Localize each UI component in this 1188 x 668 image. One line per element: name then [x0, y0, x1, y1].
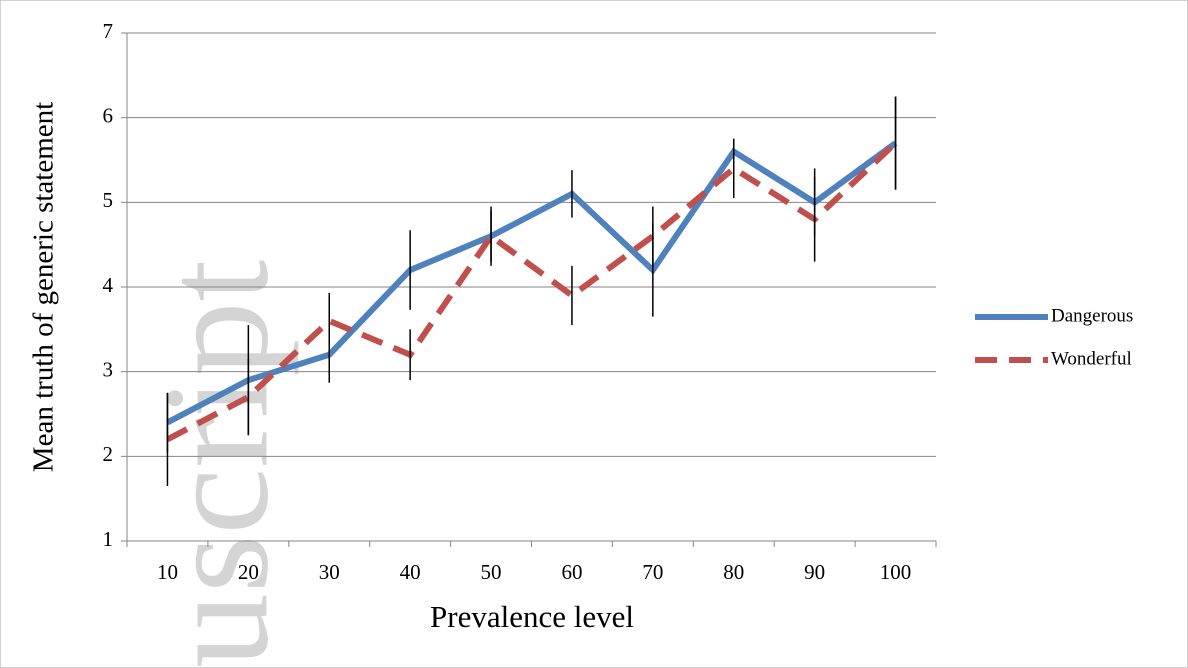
x-tick-label: 50: [481, 560, 502, 584]
legend-label: Dangerous: [1051, 305, 1133, 326]
x-tick-label: 70: [642, 560, 663, 584]
x-tick-label: 30: [319, 560, 340, 584]
x-tick-label: 80: [723, 560, 744, 584]
x-tick-label: 60: [561, 560, 582, 584]
y-tick-label: 4: [103, 273, 114, 297]
x-tick-label: 90: [804, 560, 825, 584]
series-line: [166, 140, 898, 426]
y-tick-label: 2: [103, 442, 114, 466]
x-tick-label: 20: [238, 560, 259, 584]
x-tick-label: 10: [157, 560, 178, 584]
y-tick-label: 3: [103, 357, 114, 381]
legend-label: Wonderful: [1051, 348, 1132, 369]
series-line: [166, 140, 898, 443]
y-tick-label: 7: [103, 19, 114, 43]
x-tick-label: 100: [880, 560, 912, 584]
y-axis-label: Mean truth of generic statement: [28, 102, 60, 472]
x-tick-label: 40: [400, 560, 421, 584]
y-tick-label: 1: [103, 527, 114, 551]
watermark: uscript: [133, 260, 299, 668]
y-tick-label: 5: [103, 188, 114, 212]
x-axis-label: Prevalence level: [430, 599, 634, 634]
y-tick-label: 6: [103, 103, 114, 127]
